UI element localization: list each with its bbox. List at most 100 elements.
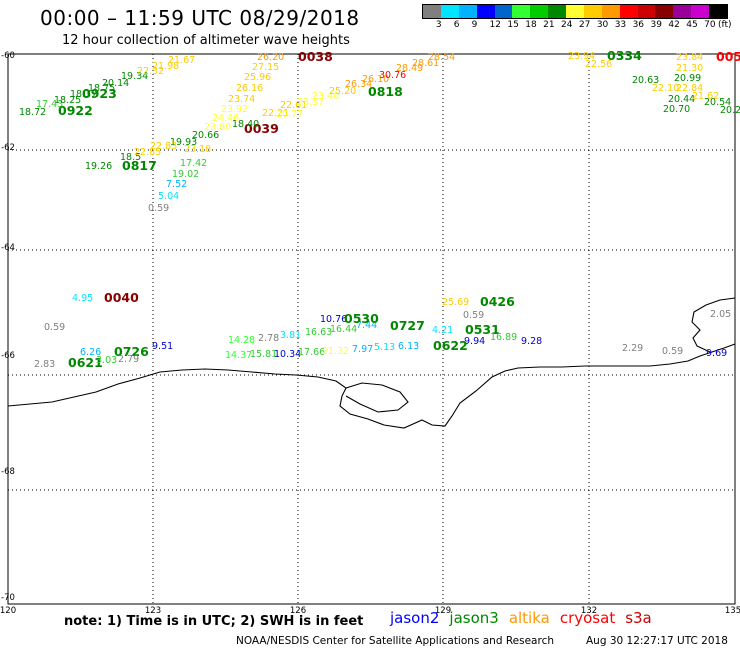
scale-label: 9 (471, 20, 478, 30)
wave-height-value: 22.32 (137, 66, 164, 77)
wave-height-value: 22.84 (676, 83, 703, 94)
pass-time-label: 0040 (104, 290, 139, 305)
credit-text: NOAA/NESDIS Center for Satellite Applica… (236, 635, 554, 647)
wave-height-value: 18.37 (70, 89, 97, 100)
pass-time-label: 0818 (368, 84, 403, 99)
wave-height-value: 10.34 (274, 349, 301, 360)
scale-swatch (548, 5, 566, 18)
wave-height-value: 19.34 (121, 71, 148, 82)
scale-label: 3 (435, 20, 442, 30)
scale-label: 39 (650, 20, 662, 30)
wave-height-value: 5.13 (374, 342, 395, 353)
wave-height-value: 20.63 (632, 75, 659, 86)
wave-height-value: 3.81 (280, 330, 301, 341)
scale-swatch (691, 5, 709, 18)
latitude-label: -60 (1, 51, 15, 61)
wave-height-value: 9.28 (521, 336, 542, 347)
wave-height-value: 22.56 (585, 59, 612, 70)
wave-height-value: 0.59 (44, 322, 65, 333)
scale-swatch (637, 5, 656, 18)
wave-height-value: 22.85 (134, 147, 161, 158)
wave-height-value: 21.98 (152, 61, 179, 72)
pass-time-label: 0426 (480, 294, 515, 309)
wave-height-value: 17.43 (36, 99, 63, 110)
wave-height-value: 20.77 (276, 109, 303, 120)
wave-height-value: 22.61 (280, 100, 307, 111)
coastline-east (691, 297, 736, 353)
longitude-label: 135 (725, 606, 740, 616)
wave-height-value: 2.78 (258, 333, 279, 344)
wave-height-value: 21.30 (676, 63, 703, 74)
wave-height-value: 9.51 (152, 341, 173, 352)
scale-swatch (458, 5, 477, 18)
wave-height-value: 18.5 (120, 152, 141, 163)
scale-swatch (440, 5, 459, 18)
wave-height-value: 14.28 (228, 335, 255, 346)
wave-height-value: 25.20 (329, 86, 356, 97)
wave-height-value: 23.84 (676, 52, 703, 63)
satellite-legend-item: jason2 (390, 609, 440, 627)
latitude-label: -70 (1, 593, 15, 603)
pass-time-label: 0817 (122, 158, 157, 173)
scale-label: 33 (614, 20, 627, 30)
wave-height-value: 26.10 (362, 74, 389, 85)
pass-time-label: 0727 (390, 318, 425, 333)
wave-height-value: 28.61 (412, 58, 439, 69)
pass-time-label: 0038 (298, 49, 333, 64)
wave-height-value: 18.72 (19, 107, 46, 118)
wave-height-value: 22.21 (262, 108, 289, 119)
wave-height-value: 2.83 (34, 359, 55, 370)
pass-time-label: 0622 (433, 338, 468, 353)
wave-height-value: 9.94 (464, 336, 485, 347)
wave-height-value: 25.69 (442, 297, 469, 308)
scale-swatch (673, 5, 692, 18)
scale-swatch (619, 5, 638, 18)
pass-time-label: 0621 (68, 355, 103, 370)
wave-height-value: 0.59 (463, 310, 484, 321)
latitude-label: -64 (1, 243, 15, 253)
wave-height-value: 15.81 (250, 349, 277, 360)
wave-height-value: 19.93 (170, 137, 197, 148)
scale-label: 30 (596, 20, 609, 30)
wave-height-value: 2.05 (710, 309, 731, 320)
scale-unit: (ft) (718, 20, 732, 30)
longitude-label: 132 (581, 606, 597, 616)
footer-note: note: 1) Time is in UTC; 2) SWH is in fe… (64, 614, 364, 629)
wave-height-value: 10.76 (320, 314, 347, 325)
wave-height-value: 21.67 (168, 55, 195, 66)
wave-height-value: 26.20 (257, 52, 284, 63)
wave-height-value: 20.14 (102, 78, 129, 89)
wave-height-value: 7.44 (356, 320, 377, 331)
wave-height-value: 4.95 (72, 293, 93, 304)
scale-label: 42 (668, 20, 680, 30)
wave-height-value: 16.63 (305, 327, 332, 338)
wave-height-value: 21.32 (322, 346, 349, 357)
wave-height-value: 30.76 (379, 70, 406, 81)
wave-height-value: 23.80 (204, 122, 231, 133)
latitude-label: -68 (1, 467, 15, 477)
wave-height-value: 18.75 (88, 83, 115, 94)
wave-height-value: 18.25 (54, 95, 81, 106)
wave-height-value: 28.54 (428, 52, 455, 63)
wave-height-value: 17.66 (298, 347, 325, 358)
satellite-legend: jason2 jason3 altika cryosat s3a (390, 609, 662, 627)
wave-height-value: 16.44 (330, 324, 357, 335)
scale-swatch (655, 5, 674, 18)
color-scale: 3 6 9 12 15 18 21 24 27 30 33 36 39 42 45 70 (ft) (422, 4, 740, 33)
scale-label: 21 (543, 20, 555, 30)
wave-height-value: 14.37 (225, 350, 252, 361)
latitude-label: -62 (1, 143, 15, 153)
longitude-label: 129 (435, 606, 451, 616)
scale-swatch (583, 5, 602, 18)
pass-time-label: 0923 (82, 86, 117, 101)
axis-labels: -60 -62 -64 -66 -68 -70 120 123 126 129 132 135 (0, 51, 740, 616)
wave-height-value: 23.92 (221, 104, 248, 115)
wave-height-value: 20.70 (663, 104, 690, 115)
wave-height-value: 26.16 (236, 83, 263, 94)
wave-height-value: 17.42 (180, 158, 207, 169)
pass-time-label: 0922 (58, 103, 93, 118)
scale-swatch (476, 5, 495, 18)
wave-height-value: 22.10 (652, 83, 679, 94)
wave-height-value: 7.52 (166, 179, 187, 190)
wave-height-value: 2.79 (118, 354, 139, 365)
